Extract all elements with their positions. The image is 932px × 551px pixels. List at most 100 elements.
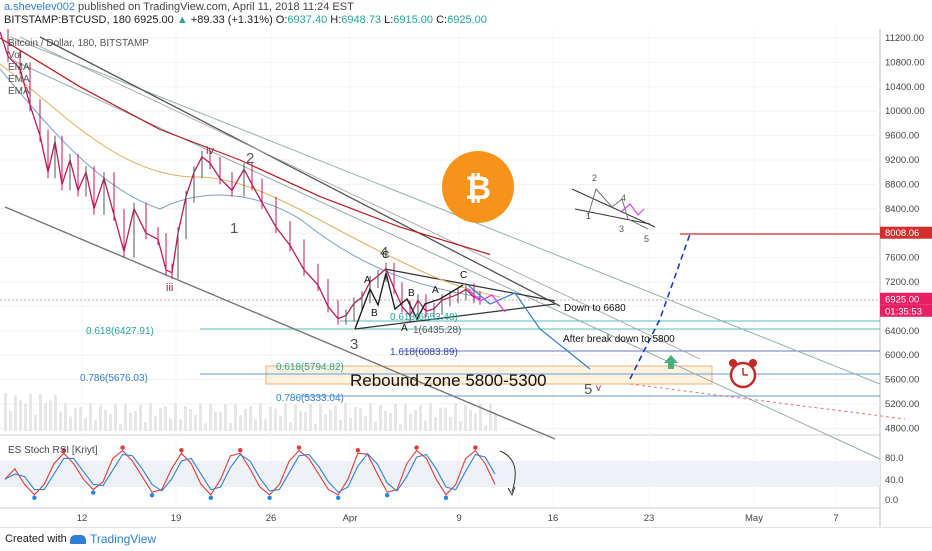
close-value: 6925.00 [447, 14, 487, 26]
volume-bar [364, 416, 367, 431]
legend-ema-3[interactable]: EMA [8, 86, 30, 97]
stoch-trough-dot [208, 495, 213, 500]
volume-bar [109, 414, 112, 431]
volume-bar [214, 411, 217, 431]
stoch-arrow-head [507, 486, 516, 497]
close-label: C: [436, 14, 448, 26]
legend-ema-2[interactable]: EMA [8, 74, 30, 85]
time-axis[interactable]: 12 19 26 Apr 9 16 23 May 7 [77, 513, 839, 524]
rebound-zone-label: Rebound zone 5800-5300 [350, 371, 547, 390]
volume-bar [64, 403, 67, 431]
volume-bar [99, 405, 102, 431]
wave-c1-label: C [382, 250, 389, 261]
stoch-peak-dot [473, 445, 478, 450]
volume-bar [369, 403, 372, 431]
volume-bar [319, 403, 322, 431]
volume-bar [159, 408, 162, 431]
volume-bar [484, 424, 487, 431]
price-tick: 5200.00 [885, 399, 919, 410]
stoch-axis: 80.0 40.0 0.0 [885, 453, 904, 506]
volume-bar [119, 423, 122, 431]
volume-bar [24, 403, 27, 431]
volume-bar [79, 407, 82, 431]
after-break-label: After break down to 5800 [563, 334, 675, 345]
volume-bar [94, 420, 97, 431]
stoch-peak-dot [355, 448, 360, 453]
price-tick: 8800.00 [885, 179, 919, 190]
volume-bar [349, 417, 352, 431]
legend-vol[interactable]: Vol [8, 50, 22, 61]
fib-label-6435: 1(6435.28) [413, 325, 461, 336]
stoch-dots [32, 445, 478, 500]
time-tick: 9 [456, 513, 461, 524]
time-tick: 23 [644, 513, 655, 524]
channel-lower [4, 206, 556, 440]
rebound-zone-box[interactable] [265, 365, 713, 385]
volume-bar [174, 403, 177, 431]
volume-bar [434, 417, 437, 431]
price-tick: 10800.00 [885, 57, 925, 68]
stoch-label[interactable]: ES Stoch RSI [Kriyt] [8, 445, 98, 456]
volume-bar [74, 407, 77, 431]
legend-ema-1[interactable]: EMA [8, 62, 30, 73]
wave-5-label: 5 [584, 381, 592, 398]
wave-3-label: 3 [350, 336, 358, 353]
volume-bar [4, 393, 7, 431]
stoch-trough-dot [336, 495, 341, 500]
price-tag: 6925.00 [885, 294, 919, 305]
volume-bar [404, 403, 407, 431]
volume-bar [29, 393, 32, 431]
wave-iv-label: iv [206, 145, 214, 157]
volume-bar [54, 395, 57, 431]
volume-bar [494, 413, 497, 431]
stoch-band [0, 461, 880, 487]
stoch-tick: 80.0 [885, 453, 904, 464]
price-tick: 7200.00 [885, 277, 919, 288]
volume-bar [184, 406, 187, 431]
volume-bar [114, 403, 117, 431]
mini-wave-3: 3 [619, 224, 624, 234]
volume-bar [194, 414, 197, 431]
resistance-line [39, 36, 561, 307]
price-tag: 8008.06 [885, 228, 919, 239]
legend-title[interactable]: Bitcoin / Dollar, 180, BITSTAMP [8, 38, 149, 49]
price-tick: 6000.00 [885, 350, 919, 361]
price-tag-box [880, 304, 932, 317]
volume-bar [314, 423, 317, 431]
volume-bar [204, 423, 207, 431]
volume-bar [329, 409, 332, 431]
stoch-trough-dot [267, 495, 272, 500]
volume-bar [229, 422, 232, 431]
chart-canvas[interactable]: ₿ Rebound zone 5800-5300 Down to 6680 Af… [0, 29, 932, 527]
fib-label-5333: 0.786(5333.04) [276, 393, 344, 404]
volume-bar [339, 419, 342, 431]
publish-line: a.shevelev002 published on TradingView.c… [4, 1, 354, 13]
volume-bar [209, 404, 212, 431]
time-tick: 26 [266, 513, 277, 524]
mini-wave-5: 5 [644, 234, 649, 244]
volume-bar [389, 412, 392, 431]
up-arrow-icon [664, 355, 678, 369]
volume-bar [149, 403, 152, 431]
stoch-d-line [4, 452, 496, 493]
author-link[interactable]: a.shevelev002 [4, 1, 75, 13]
volume-bar [124, 404, 127, 431]
svg-text:₿: ₿ [465, 169, 491, 207]
volume-bar [14, 395, 17, 431]
volume-bar [9, 410, 12, 431]
wave-c2-label: C [460, 270, 467, 281]
low-value: 6915.00 [393, 14, 434, 26]
fib-label-5794: 0.618(5794.82) [276, 362, 344, 373]
wave-v-label: v [596, 383, 601, 394]
volume-bar [249, 406, 252, 431]
volume-bar [414, 409, 417, 431]
volume-bar [144, 422, 147, 431]
volume-bar [354, 406, 357, 431]
tradingview-brand[interactable]: TradingView [70, 532, 156, 546]
volume-bar [459, 420, 462, 431]
volume-bar [309, 404, 312, 431]
price-tick: 11200.00 [885, 33, 924, 44]
bitcoin-logo: ₿ [442, 151, 514, 223]
created-with-text: Created with [5, 533, 67, 545]
